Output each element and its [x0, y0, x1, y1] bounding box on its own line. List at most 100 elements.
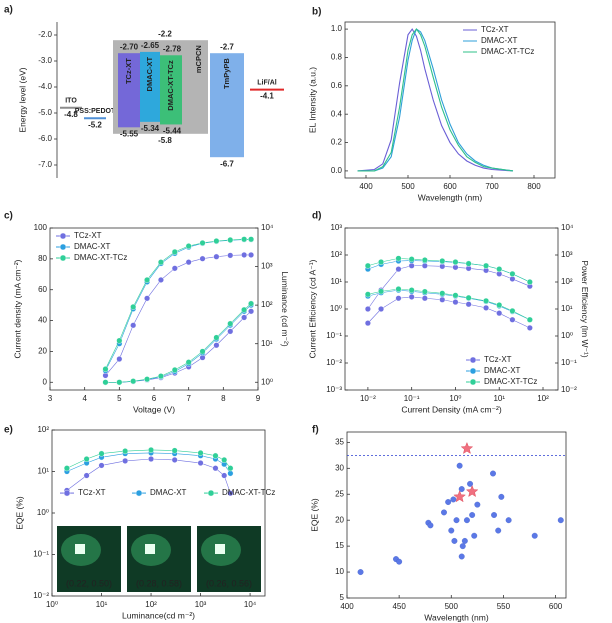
data-point: [448, 527, 455, 534]
data-point: [83, 456, 90, 463]
energy-label: -5.2: [88, 120, 102, 129]
data-point: [213, 342, 220, 349]
data-point: [197, 460, 204, 467]
data-point: [496, 266, 503, 273]
y2-tick-label: 10⁴: [561, 223, 574, 232]
data-point: [130, 378, 137, 385]
y-tick-label: -7.0: [38, 160, 52, 169]
data-point: [213, 253, 220, 260]
data-point: [465, 301, 472, 308]
y-tick-label: 10⁻²: [326, 358, 342, 367]
data-point: [185, 243, 192, 250]
data-point: [241, 314, 248, 321]
data-point: [241, 306, 248, 313]
data-point: [452, 259, 459, 266]
data-point: [213, 334, 220, 341]
energy-label: -5.34: [141, 124, 160, 133]
material-name: DMAC-XT-TCz: [166, 60, 175, 111]
data-point: [495, 527, 502, 534]
data-point: [453, 517, 460, 524]
data-point: [116, 337, 123, 344]
y-tick-label: 35: [335, 437, 344, 446]
data-point: [199, 348, 206, 355]
legend-label: TCz-XT: [78, 488, 106, 497]
energy-label: -2.7: [220, 42, 234, 51]
legend-label: DMAC-XT-TCz: [74, 253, 127, 262]
data-point: [148, 446, 155, 453]
data-point: [148, 456, 155, 463]
x-tick-label: 500: [401, 182, 415, 191]
data-point: [471, 532, 478, 539]
data-point: [248, 308, 255, 315]
y-axis-title: Current density (mA cm⁻²): [12, 259, 22, 358]
data-point: [241, 251, 248, 258]
legend-label: DMAC-XT: [484, 366, 521, 375]
data-point: [212, 452, 219, 459]
data-point: [63, 465, 70, 472]
data-point: [83, 472, 90, 479]
data-point: [427, 522, 434, 529]
data-point: [490, 470, 496, 477]
data-point: [557, 517, 564, 524]
data-point: [221, 472, 228, 479]
energy-label: -6.7: [220, 159, 234, 168]
y2-tick-label: 10⁰: [261, 377, 273, 386]
data-point: [474, 501, 481, 508]
y-tick-label: -4.0: [38, 82, 52, 91]
y-axis-title: Current Efficiency (cd A⁻¹): [307, 259, 317, 358]
x-tick-label: 10¹: [96, 600, 108, 609]
y-tick-label: 15: [335, 541, 344, 550]
y-axis-title: EL Intensity (a.u.): [307, 67, 317, 133]
panel-label: d): [312, 211, 321, 222]
data-point: [463, 517, 470, 524]
data-point: [445, 499, 452, 505]
y-tick-label: 5: [340, 593, 345, 602]
x-tick-label: 10³: [195, 600, 207, 609]
y-tick-label: 30: [335, 463, 344, 472]
energy-label: -2.2: [158, 29, 172, 38]
y2-tick-label: 10⁻¹: [561, 358, 577, 367]
cie-coordinate: (0.22, 0.50): [66, 578, 112, 588]
data-point: [459, 543, 466, 550]
x-tick-label: 400: [359, 182, 373, 191]
data-point: [452, 299, 459, 306]
y-tick-label: -3.0: [38, 56, 52, 65]
data-point: [396, 558, 403, 565]
y-tick-label: 0.6: [331, 81, 343, 90]
data-point: [531, 532, 538, 539]
y2-tick-label: 10⁻²: [561, 385, 577, 394]
x-tick-label: 550: [497, 602, 511, 611]
energy-label: -5.55: [120, 129, 139, 138]
y-tick-label: 10²: [37, 425, 49, 434]
y-tick-label: 0.4: [331, 109, 343, 118]
y-tick-label: 10⁰: [37, 508, 49, 517]
data-point: [439, 290, 446, 297]
material-name: PSS:PEDOT: [75, 108, 116, 115]
data-point: [364, 320, 371, 327]
data-point: [526, 324, 533, 331]
y-tick-label: -5.0: [38, 108, 52, 117]
legend-label: TCz-XT: [481, 25, 509, 34]
data-point: [395, 255, 402, 262]
energy-bar: [140, 51, 160, 122]
y-tick-label: 10⁻¹: [326, 331, 342, 340]
data-point: [227, 470, 234, 477]
data-point: [491, 512, 497, 518]
data-point: [465, 294, 472, 301]
x-tick-label: 10²: [537, 394, 549, 403]
data-point: [213, 238, 220, 245]
x-tick-label: 400: [340, 602, 354, 611]
y-tick-label: 10¹: [330, 277, 342, 286]
star-point: [453, 490, 466, 503]
data-point: [157, 259, 164, 266]
energy-label: -4.8: [64, 110, 78, 119]
y-tick-label: 0.2: [331, 138, 343, 147]
panel-label: a): [4, 5, 13, 16]
data-point: [212, 465, 219, 472]
series-line: [66, 458, 231, 494]
x-tick-label: 10⁰: [449, 394, 461, 403]
data-point: [421, 288, 428, 295]
material-name: LiF/Al: [257, 79, 276, 86]
data-point: [364, 291, 371, 298]
data-point: [526, 279, 533, 286]
